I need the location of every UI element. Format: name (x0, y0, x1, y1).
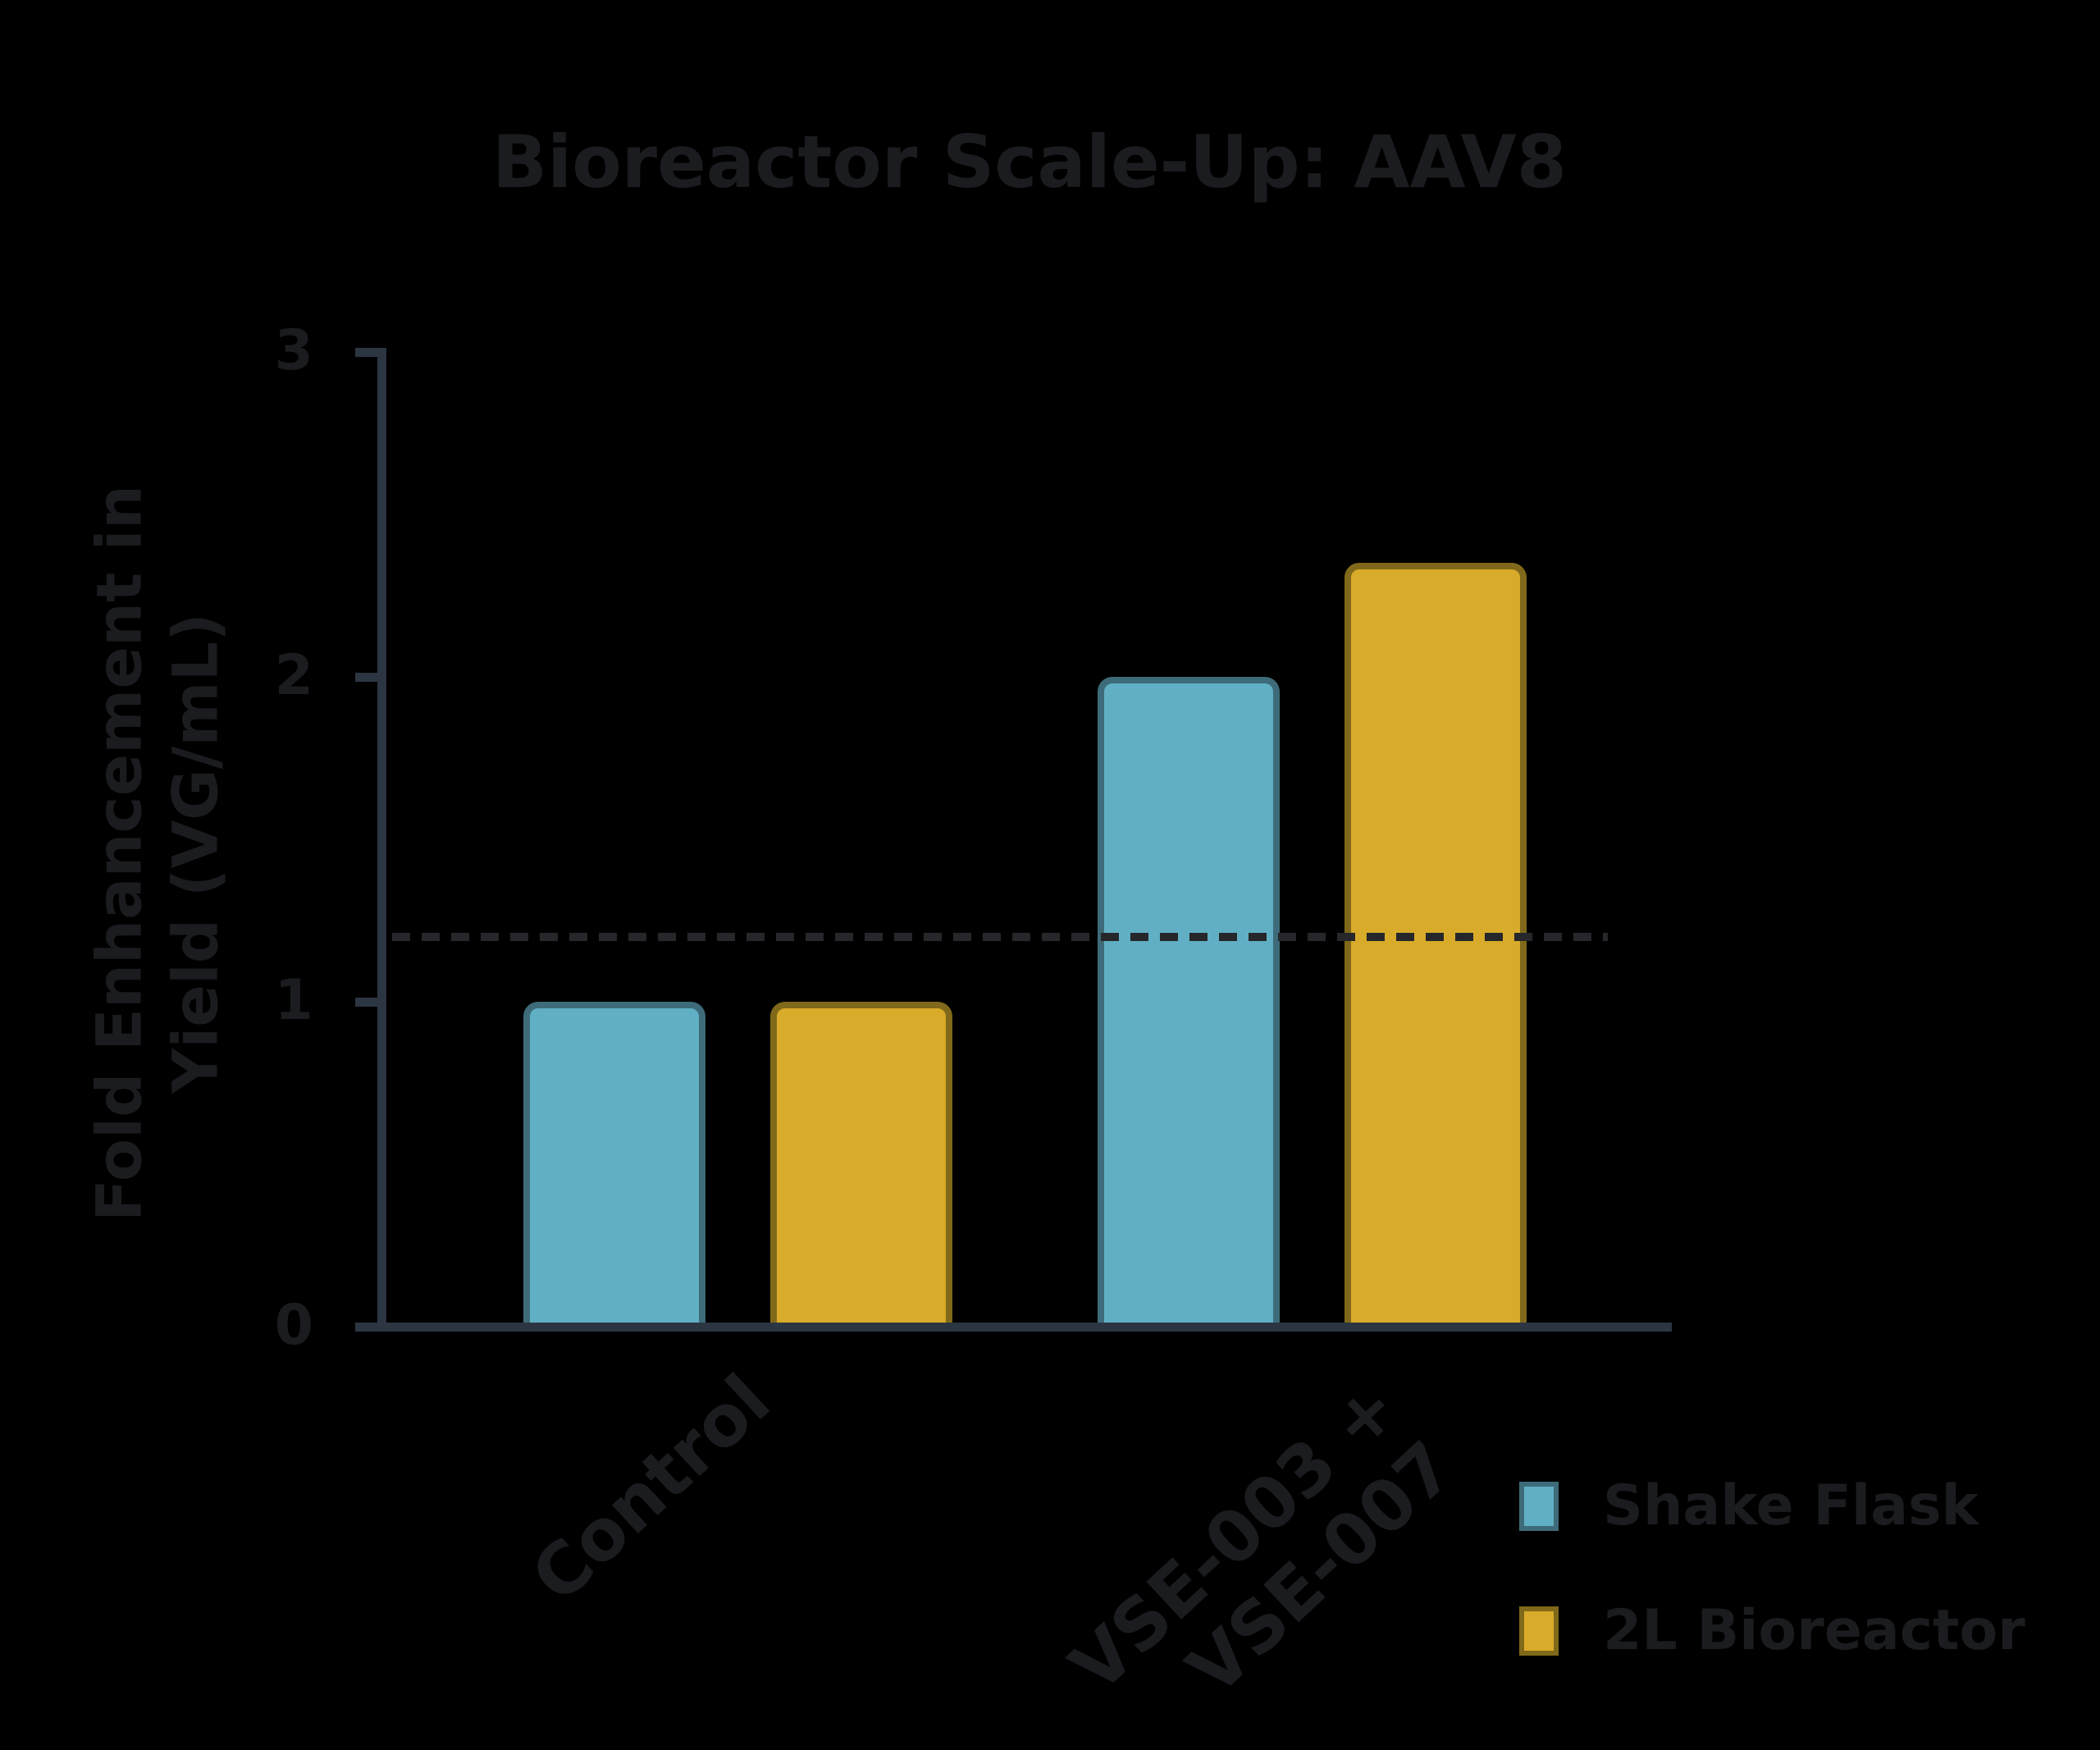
bar-2l-bioreactor-vse-003-vse-007 (1344, 563, 1527, 1330)
y-axis-spine (377, 347, 386, 1332)
y-tick-label-2: 2 (274, 642, 313, 708)
legend-label-2l-bioreactor: 2L Bioreactor (1603, 1598, 2025, 1663)
y-tick-label-1: 1 (274, 967, 313, 1033)
legend-swatch-2l-bioreactor (1519, 1606, 1559, 1656)
legend-swatch-shake-flask (1519, 1481, 1559, 1531)
y-tick-label-0: 0 (274, 1292, 313, 1358)
x-tick-label-vse-003-vse-007: VSE-003 + VSE-007 (1055, 1366, 1470, 1711)
y-tick-0 (355, 1322, 377, 1332)
chart-title: Bioreactor Scale-Up: AAV8 (491, 120, 1568, 204)
bar-2l-bioreactor-control (770, 1002, 952, 1330)
bar-shake-flask-vse-003-vse-007 (1098, 677, 1280, 1330)
legend-label-shake-flask: Shake Flask (1603, 1474, 1979, 1538)
y-axis-label-line1: Fold Enhancement in (82, 485, 156, 1222)
y-tick-3 (355, 347, 377, 357)
x-axis-spine (355, 1322, 1672, 1332)
y-tick-1 (355, 997, 377, 1007)
legend-item-2l-bioreactor: 2L Bioreactor (1519, 1598, 2025, 1663)
bar-shake-flask-control (523, 1002, 705, 1330)
y-tick-label-3: 3 (274, 318, 313, 383)
y-tick-2 (355, 672, 377, 682)
legend-item-shake-flask: Shake Flask (1519, 1474, 1979, 1538)
y-axis-label-line2: Yield (VG/mL) (158, 613, 231, 1094)
y-axis-label: Fold Enhancement in Yield (VG/mL) (81, 485, 233, 1222)
x-tick-label-control: Control (516, 1359, 787, 1619)
reference-dashed-line (392, 932, 1608, 941)
